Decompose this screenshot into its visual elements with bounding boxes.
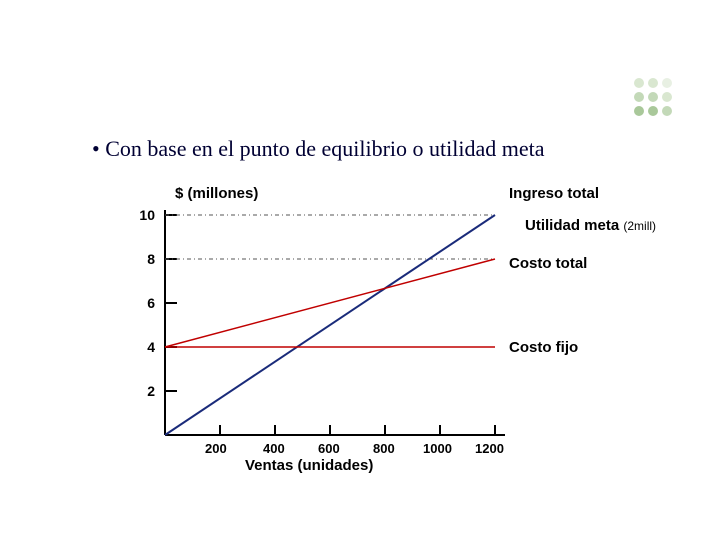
dot-icon <box>648 78 658 88</box>
y-tick-label: 10 <box>129 207 155 223</box>
x-tick-label: 200 <box>205 441 227 456</box>
x-tick-label: 1200 <box>475 441 504 456</box>
x-tick-label: 400 <box>263 441 285 456</box>
dot-icon <box>634 78 644 88</box>
x-axis-label: Ventas (unidades) <box>245 457 373 474</box>
y-tick-label: 8 <box>129 251 155 267</box>
dot-icon <box>634 92 644 102</box>
slide-container: • Con base en el punto de equilibrio o u… <box>0 0 720 540</box>
y-tick-label: 2 <box>129 383 155 399</box>
label-costo-fijo: Costo fijo <box>509 339 578 356</box>
dot-icon <box>648 106 658 116</box>
x-tick-label: 1000 <box>423 441 452 456</box>
dot-icon <box>662 106 672 116</box>
decorative-dots <box>634 78 672 120</box>
label-costo-total: Costo total <box>509 255 587 272</box>
x-tick-label: 800 <box>373 441 395 456</box>
dot-icon <box>662 92 672 102</box>
label-ingreso-total: Ingreso total <box>509 185 599 202</box>
y-tick-label: 4 <box>129 339 155 355</box>
label-utilidad-meta-text: Utilidad meta <box>525 217 619 234</box>
label-utilidad-meta-sub: (2mill) <box>623 219 656 233</box>
label-utilidad-meta: Utilidad meta (2mill) <box>525 217 656 234</box>
x-tick-label: 600 <box>318 441 340 456</box>
y-tick-label: 6 <box>129 295 155 311</box>
breakeven-chart: $ (millones) 10 8 6 4 2 200 400 600 800 … <box>115 185 635 485</box>
dot-icon <box>634 106 644 116</box>
bullet-text: • Con base en el punto de equilibrio o u… <box>92 136 545 162</box>
dot-icon <box>662 78 672 88</box>
dot-icon <box>648 92 658 102</box>
